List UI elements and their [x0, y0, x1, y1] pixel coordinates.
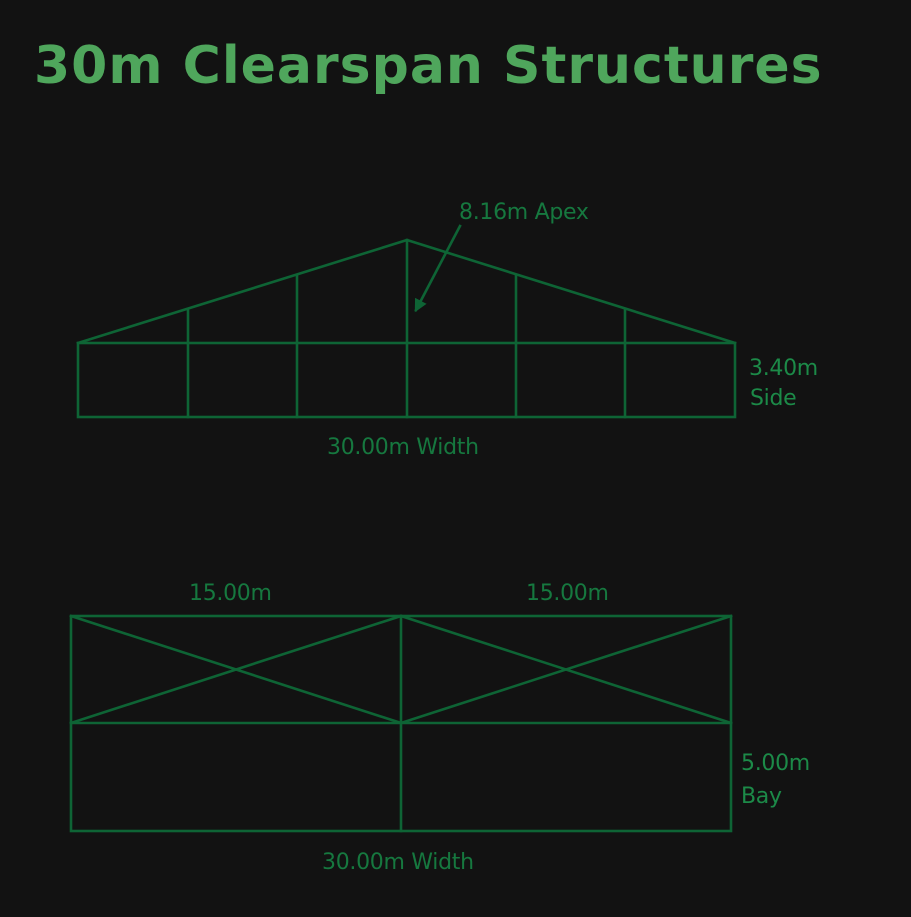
- bay-right-width-label: 15.00m: [526, 581, 609, 606]
- apex-pointer-arrow: [414, 224, 462, 313]
- page-title: 30m Clearspan Structures: [34, 36, 823, 96]
- side-height-label-value: 3.40m: [749, 356, 818, 381]
- elevation-width-label: 30.00m Width: [327, 435, 479, 460]
- elevation-frame: [76, 224, 737, 419]
- bay-depth-label-caption: Bay: [741, 784, 782, 809]
- plan-brace-left-b: [69, 614, 403, 725]
- apex-height-label: 8.16m Apex: [459, 200, 589, 225]
- plan-brace-right-b: [399, 614, 733, 725]
- plan-width-label: 30.00m Width: [322, 850, 474, 875]
- bay-depth-label-value: 5.00m: [741, 751, 810, 776]
- bay-left-width-label: 15.00m: [189, 581, 272, 606]
- plan-frame: [69, 614, 733, 833]
- side-height-label-caption: Side: [750, 386, 796, 411]
